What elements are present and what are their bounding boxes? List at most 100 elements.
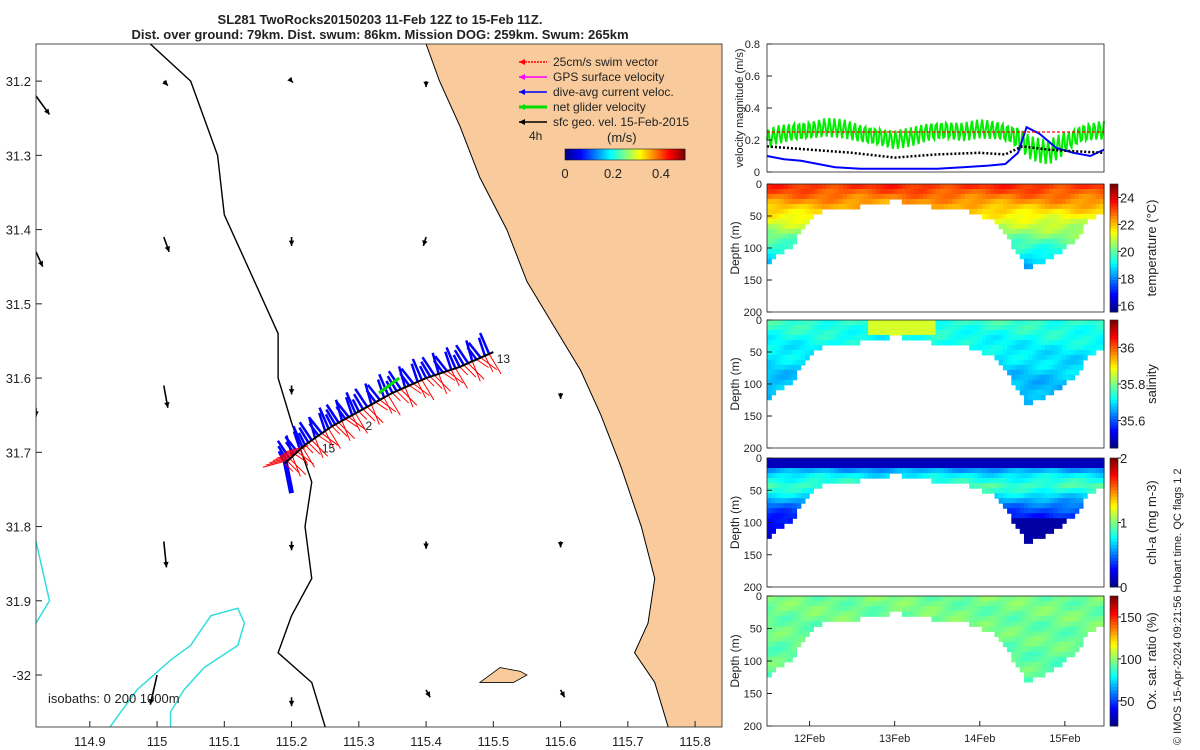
oxygen-cell bbox=[1045, 616, 1050, 622]
chlorophyll-cell bbox=[1095, 478, 1101, 484]
salinity-cell bbox=[783, 379, 789, 386]
salinity-cell bbox=[834, 324, 840, 331]
oxygen-cell bbox=[792, 621, 798, 627]
chlorophyll-cell bbox=[1082, 463, 1088, 469]
temperature-cell bbox=[1045, 203, 1050, 210]
chlorophyll-cell bbox=[868, 463, 873, 469]
chlorophyll-cell bbox=[792, 493, 798, 499]
time-xtick-label: 12Feb bbox=[794, 733, 825, 745]
chlorophyll-cell bbox=[922, 468, 928, 474]
salinity-cell bbox=[796, 349, 802, 356]
salinity-cell bbox=[981, 334, 987, 341]
temperature-cell bbox=[1019, 253, 1025, 260]
salinity-cell bbox=[986, 344, 991, 351]
salinity-cell bbox=[1002, 349, 1008, 356]
oxygen-cell bbox=[1011, 656, 1017, 663]
chlorophyll-cell bbox=[1036, 513, 1042, 519]
salinity-cell bbox=[1002, 364, 1008, 371]
oxygen-cell bbox=[1078, 631, 1084, 638]
oxygen-cell bbox=[792, 631, 798, 638]
salinity-cell bbox=[1061, 329, 1067, 336]
chlorophyll-cell bbox=[771, 488, 777, 494]
salinity-cell bbox=[1091, 320, 1097, 326]
chlorophyll-cell bbox=[1032, 513, 1038, 519]
salinity-colorbar-tick-label: 35.6 bbox=[1120, 414, 1145, 429]
temperature-colorbar-swatch bbox=[1110, 308, 1118, 313]
salinity-cell bbox=[964, 334, 970, 341]
chlorophyll-cell bbox=[1040, 523, 1046, 529]
temperature-cell bbox=[1070, 218, 1076, 225]
temperature-cell bbox=[1078, 203, 1084, 210]
salinity-cell bbox=[771, 364, 777, 371]
chlorophyll-cell bbox=[1053, 508, 1059, 514]
temperature-cell bbox=[1057, 223, 1063, 230]
oxygen-cell bbox=[981, 616, 987, 622]
chlorophyll-cell bbox=[1045, 483, 1050, 489]
oxygen-cell bbox=[767, 646, 772, 653]
chlorophyll-colorbar-swatch bbox=[1110, 525, 1118, 530]
oxygen-cell bbox=[1066, 621, 1071, 627]
salinity-cell bbox=[1074, 329, 1080, 336]
temperature-cell bbox=[788, 223, 793, 230]
chlorophyll-cell bbox=[1091, 458, 1097, 464]
salinity-cell bbox=[1070, 354, 1076, 361]
salinity-cell bbox=[1036, 329, 1042, 336]
chlorophyll-cell bbox=[796, 478, 802, 484]
salinity-cell bbox=[1053, 374, 1059, 381]
chlorophyll-cell bbox=[804, 478, 810, 484]
oxygen-cell bbox=[1011, 616, 1017, 622]
chlorophyll-cell bbox=[1002, 468, 1008, 474]
chlorophyll-cell bbox=[1019, 468, 1025, 474]
chlorophyll-cell bbox=[981, 473, 987, 479]
oxygen-cell bbox=[834, 611, 840, 617]
salinity-cell bbox=[771, 344, 777, 351]
oxygen-cell bbox=[1045, 611, 1050, 617]
temperature-cell bbox=[994, 218, 1000, 225]
temperature-cell bbox=[981, 188, 987, 195]
chlorophyll-cell bbox=[1078, 478, 1084, 484]
temperature-cell bbox=[1078, 188, 1084, 195]
chlorophyll-cell bbox=[1019, 518, 1025, 524]
temperature-cell bbox=[1007, 233, 1012, 240]
chlorophyll-cell bbox=[1070, 503, 1076, 509]
salinity-cell bbox=[775, 324, 781, 331]
salinity-colorbar-swatch bbox=[1110, 352, 1118, 356]
chlorophyll-colorbar-swatch bbox=[1110, 567, 1118, 572]
temperature-cell bbox=[788, 228, 793, 235]
chlorophyll-cell bbox=[1087, 463, 1092, 469]
chlorophyll-cell bbox=[889, 458, 894, 464]
salinity-cell bbox=[977, 320, 983, 326]
oxygen-cell bbox=[918, 601, 924, 607]
chlorophyll-cell bbox=[817, 483, 823, 489]
oxygen-cell bbox=[809, 626, 814, 632]
temperature-colorbar-swatch bbox=[1110, 248, 1118, 252]
isobath-200m-line bbox=[149, 44, 326, 727]
oxygen-cell bbox=[914, 601, 920, 607]
salinity-colorbar-swatch bbox=[1110, 323, 1118, 327]
salinity-cell bbox=[809, 324, 814, 331]
temperature-colorbar-swatch bbox=[1110, 286, 1118, 291]
temperature-cell bbox=[859, 184, 865, 190]
oxygen-cell bbox=[1091, 616, 1097, 622]
temperature-cell bbox=[1007, 193, 1012, 200]
salinity-cell bbox=[1045, 374, 1050, 381]
salinity-cell bbox=[1023, 329, 1029, 336]
temperature-cell bbox=[1049, 248, 1055, 255]
salinity-cell bbox=[830, 339, 835, 346]
oxygen-cell bbox=[1040, 646, 1046, 653]
salinity-colorbar-swatch bbox=[1110, 387, 1118, 391]
oxygen-colorbar-swatch bbox=[1110, 664, 1118, 668]
temperature-colorbar-swatch bbox=[1110, 200, 1118, 204]
chlorophyll-colorbar-swatch bbox=[1110, 528, 1118, 533]
oxygen-cell bbox=[788, 636, 793, 643]
chlorophyll-cell bbox=[838, 478, 844, 484]
oxygen-cell bbox=[1095, 606, 1101, 612]
salinity-colorbar-swatch bbox=[1110, 428, 1118, 433]
chlorophyll-cell bbox=[994, 488, 1000, 494]
temperature-cell bbox=[796, 208, 802, 215]
temperature-cell bbox=[973, 184, 979, 190]
temperature-cell bbox=[855, 203, 861, 210]
temperature-cell bbox=[842, 198, 848, 205]
chlorophyll-cell bbox=[1049, 483, 1055, 489]
